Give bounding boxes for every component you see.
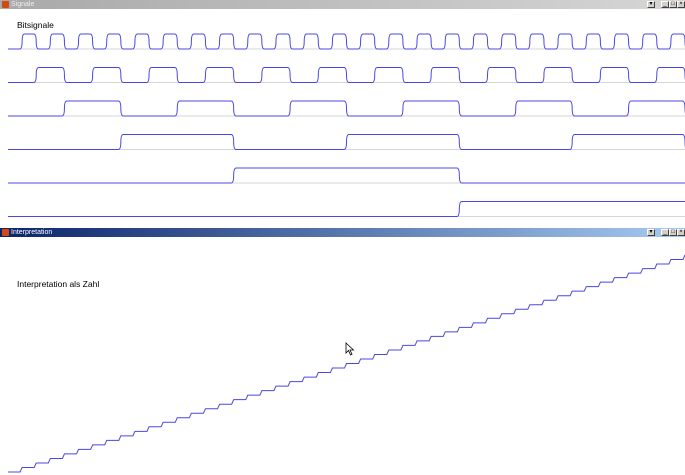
interpretation-title-bar[interactable]: Interpretation ▾ _ □ × (0, 228, 685, 237)
signale-window-title: Signale (11, 1, 35, 8)
matlab-figure-icon (2, 1, 9, 8)
signale-plot-area: Bitsignale (0, 9, 685, 228)
bit-signal-line-2 (8, 100, 685, 117)
close-icon[interactable]: × (677, 1, 685, 8)
signale-window: Signale ▾ _ □ × Bitsignale (0, 0, 685, 228)
mouse-cursor-icon (345, 342, 355, 356)
interpretation-chart (8, 254, 685, 473)
signale-title-bar[interactable]: Signale ▾ _ □ × (0, 0, 685, 9)
bit-signal-line-0 (8, 33, 685, 50)
minimize-icon[interactable]: _ (661, 1, 669, 8)
maximize-icon[interactable]: □ (669, 229, 677, 236)
bit-signal-line-5 (8, 201, 685, 217)
interpretation-plot-area: Interpretation als Zahl (0, 237, 685, 475)
minimize-icon[interactable]: _ (661, 229, 669, 236)
interpretation-window-title: Interpretation (11, 229, 53, 236)
bit-signal-line-4 (8, 167, 685, 184)
menu-arrow-icon[interactable]: ▾ (647, 1, 655, 8)
bitsignale-chart (8, 33, 685, 217)
matlab-figure-icon (2, 229, 9, 236)
staircase-line (8, 254, 685, 473)
interpretation-window: Interpretation ▾ _ □ × Interpretation al… (0, 228, 685, 475)
close-icon[interactable]: × (677, 229, 685, 236)
plot-title: Interpretation als Zahl (17, 279, 100, 289)
plot-title: Bitsignale (17, 20, 54, 30)
maximize-icon[interactable]: □ (669, 1, 677, 8)
bit-signal-line-3 (8, 134, 685, 150)
bit-signal-line-1 (8, 67, 685, 83)
menu-arrow-icon[interactable]: ▾ (647, 229, 655, 236)
